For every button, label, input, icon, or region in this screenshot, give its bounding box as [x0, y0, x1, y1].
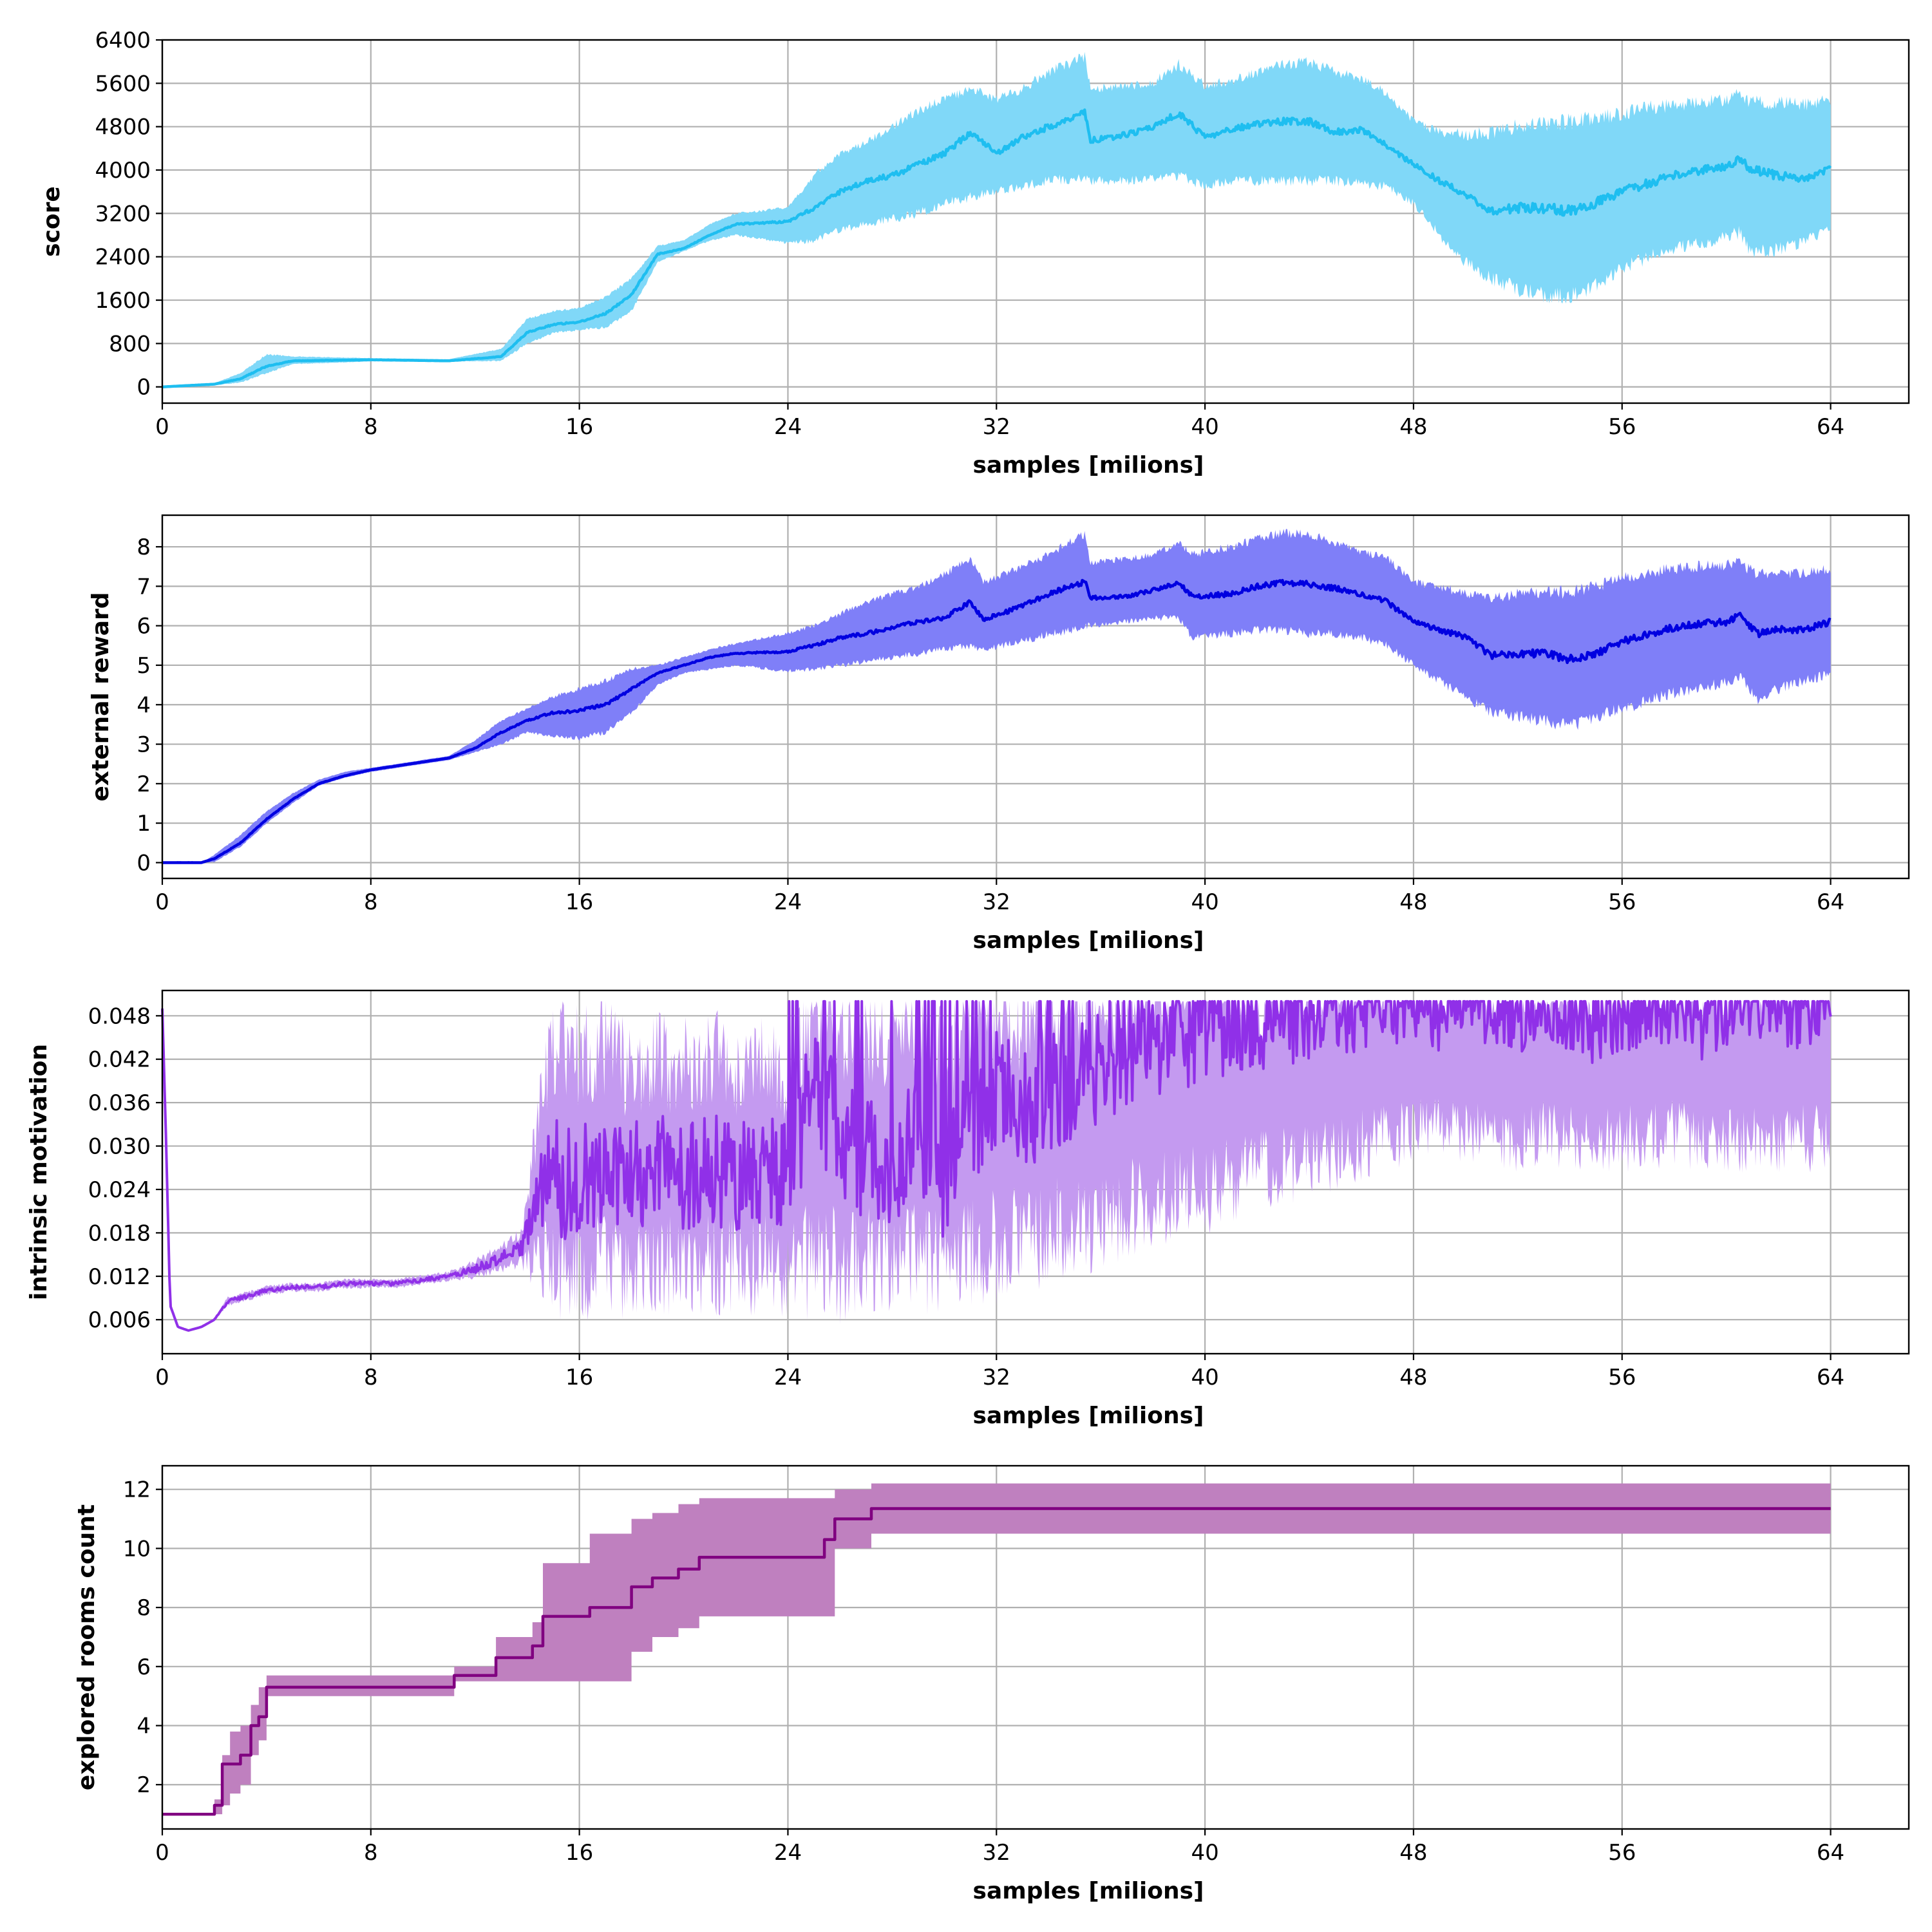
y-tick-label: 4 [137, 1714, 151, 1739]
y-tick-label: 0.048 [88, 1003, 151, 1029]
y-tick-label: 6400 [95, 28, 151, 53]
y-tick-label: 0.012 [88, 1264, 151, 1290]
x-tick-label: 24 [774, 1840, 802, 1866]
axes-frame [161, 1464, 1910, 1830]
y-tick-label: 6 [137, 614, 151, 639]
axes-frame [161, 514, 1910, 880]
y-tick-label: 0 [137, 850, 151, 876]
x-tick-label: 0 [155, 1840, 169, 1866]
y-tick-label: 2400 [95, 245, 151, 270]
confidence-band [162, 1001, 1831, 1331]
x-tick-label: 64 [1817, 1365, 1844, 1390]
x-tick-label: 56 [1608, 1840, 1636, 1866]
x-axis-label: samples [milions] [973, 452, 1204, 478]
x-axis-label: samples [milions] [973, 1403, 1204, 1429]
y-tick-label: 0.042 [88, 1047, 151, 1073]
y-tick-label: 8 [137, 1595, 151, 1621]
y-axis-label: explored rooms count [73, 1504, 100, 1790]
y-tick-label: 0 [137, 375, 151, 401]
x-tick-label: 16 [565, 1840, 593, 1866]
x-tick-label: 48 [1399, 414, 1427, 440]
x-tick-label: 40 [1191, 1840, 1218, 1866]
x-tick-label: 8 [364, 889, 378, 915]
y-axis-label: score [39, 186, 65, 257]
panel-3: 0 8 16 24 32 40 48 56 64 0.006 0.012 0.018 0.024 0.03… [26, 989, 1910, 1429]
x-tick-label: 24 [774, 889, 802, 915]
axes-frame [161, 989, 1910, 1355]
x-axis-label: samples [milions] [973, 1878, 1204, 1904]
x-tick-label: 16 [565, 889, 593, 915]
confidence-band [162, 52, 1831, 387]
x-tick-label: 48 [1399, 1840, 1427, 1866]
series-line-explored-rooms-count [162, 1507, 1831, 1816]
x-tick-label: 32 [983, 889, 1010, 915]
x-tick-label: 64 [1817, 414, 1844, 440]
x-tick-label: 32 [983, 414, 1010, 440]
y-tick-label: 0.030 [88, 1134, 151, 1160]
x-tick-label: 32 [983, 1840, 1010, 1866]
x-tick-label: 64 [1817, 1840, 1844, 1866]
y-tick-label: 4800 [95, 115, 151, 140]
x-tick-label: 24 [774, 414, 802, 440]
x-tick-label: 40 [1191, 889, 1218, 915]
x-tick-label: 16 [565, 414, 593, 440]
x-tick-label: 8 [364, 414, 378, 440]
x-tick-label: 56 [1608, 414, 1636, 440]
y-tick-label: 4000 [95, 158, 151, 184]
y-axis-label: external reward [88, 592, 114, 801]
x-tick-label: 32 [983, 1365, 1010, 1390]
y-tick-label: 3 [137, 732, 151, 758]
y-tick-label: 2 [137, 772, 151, 797]
y-tick-label: 0.024 [88, 1177, 151, 1203]
panel-1: 0 8 16 24 32 40 48 56 64 0 800 1600 2400 3200 4000 4800… [39, 28, 1910, 478]
y-tick-label: 6 [137, 1654, 151, 1680]
confidence-band [162, 1483, 1831, 1815]
series-line-score [162, 108, 1832, 389]
y-tick-label: 8 [137, 535, 151, 560]
y-tick-label: 0.006 [88, 1307, 151, 1333]
y-tick-label: 1 [137, 811, 151, 837]
y-tick-label: 7 [137, 574, 151, 600]
y-axis-label: intrinsic motivation [26, 1044, 52, 1300]
x-axis-label: samples [milions] [973, 927, 1204, 954]
y-tick-label: 5 [137, 653, 151, 679]
x-tick-label: 24 [774, 1365, 802, 1390]
x-tick-label: 0 [155, 889, 169, 915]
y-tick-label: 1600 [95, 288, 151, 314]
y-tick-label: 3200 [95, 201, 151, 227]
x-tick-label: 56 [1608, 1365, 1636, 1390]
y-tick-label: 800 [109, 331, 151, 357]
x-tick-label: 40 [1191, 1365, 1218, 1390]
x-tick-label: 64 [1817, 889, 1844, 915]
x-tick-label: 40 [1191, 414, 1218, 440]
y-tick-label: 10 [123, 1536, 151, 1562]
x-tick-label: 56 [1608, 889, 1636, 915]
confidence-band [162, 529, 1831, 863]
series-line-intrinsic-motivation [161, 999, 1832, 1332]
x-tick-label: 48 [1399, 889, 1427, 915]
y-tick-label: 4 [137, 692, 151, 718]
y-tick-label: 0.018 [88, 1220, 151, 1246]
x-tick-label: 0 [155, 414, 169, 440]
x-tick-label: 16 [565, 1365, 593, 1390]
x-tick-label: 8 [364, 1365, 378, 1390]
x-tick-label: 8 [364, 1840, 378, 1866]
x-tick-label: 0 [155, 1365, 169, 1390]
y-tick-label: 0.036 [88, 1090, 151, 1116]
axes-frame [161, 39, 1910, 404]
y-tick-label: 5600 [95, 71, 151, 97]
series-line-external-reward [162, 578, 1832, 864]
y-tick-label: 2 [137, 1772, 151, 1798]
y-tick-label: 12 [123, 1477, 151, 1503]
x-tick-label: 48 [1399, 1365, 1427, 1390]
